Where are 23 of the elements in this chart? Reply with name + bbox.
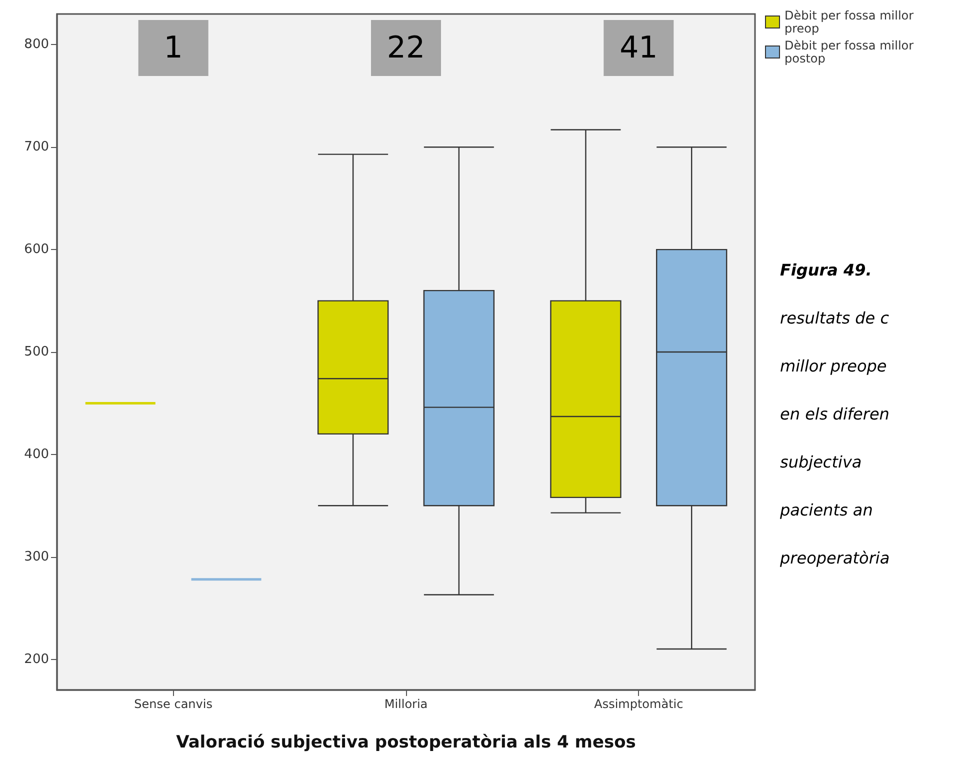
annotation: 1: [164, 30, 183, 66]
text: Figura 49.: [780, 260, 872, 280]
annotation: 41: [620, 30, 658, 66]
text: en els diferen: [780, 404, 890, 424]
text: resultats de c: [780, 308, 890, 328]
y-tick-label: 300: [24, 549, 49, 564]
legend-label: Dèbit per fossa millor postop: [784, 38, 918, 66]
annotation: 22: [386, 30, 426, 66]
y-tick-label: 200: [24, 652, 49, 667]
y-tick-label: 800: [24, 37, 49, 52]
legend-label: Dèbit per fossa millor preop: [784, 8, 918, 36]
y-tick-label: 500: [24, 344, 49, 360]
y-tick-label: 700: [24, 140, 49, 155]
x-axis-title: Valoració subjectiva postoperatòria als 4 mesos: [176, 732, 636, 752]
y-tick-label: 400: [24, 446, 49, 462]
x-tick-label: Milloria: [384, 697, 428, 711]
text: pacients an: [779, 500, 873, 520]
text: millor preope: [780, 356, 887, 376]
text: preoperatòria: [779, 548, 890, 568]
text: subjectiva: [780, 452, 862, 472]
x-tick-label: Assimptomàtic: [594, 697, 684, 711]
x-tick-label: Sense canvis: [134, 697, 212, 711]
y-tick-label: 600: [24, 242, 49, 258]
